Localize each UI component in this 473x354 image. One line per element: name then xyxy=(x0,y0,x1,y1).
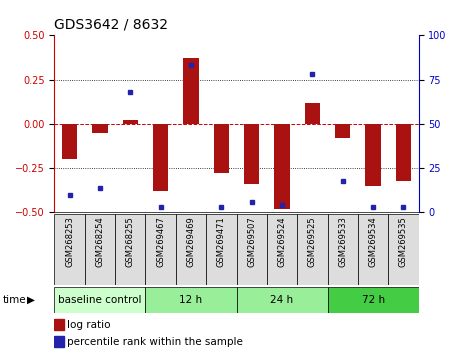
Text: GSM268253: GSM268253 xyxy=(65,216,74,267)
Text: GSM269507: GSM269507 xyxy=(247,216,256,267)
Text: log ratio: log ratio xyxy=(67,320,111,330)
Text: GDS3642 / 8632: GDS3642 / 8632 xyxy=(54,18,168,32)
Bar xyxy=(54,214,85,285)
Bar xyxy=(327,287,419,313)
Bar xyxy=(305,103,320,124)
Bar xyxy=(244,124,259,184)
Bar xyxy=(62,124,77,159)
Text: GSM269533: GSM269533 xyxy=(338,216,347,267)
Text: ▶: ▶ xyxy=(27,295,35,305)
Bar xyxy=(115,214,146,285)
Bar xyxy=(176,214,206,285)
Text: GSM269525: GSM269525 xyxy=(308,216,317,267)
Text: percentile rank within the sample: percentile rank within the sample xyxy=(67,337,243,347)
Bar xyxy=(236,287,327,313)
Bar xyxy=(327,214,358,285)
Text: GSM268255: GSM268255 xyxy=(126,216,135,267)
Text: GSM269469: GSM269469 xyxy=(186,216,195,267)
Text: baseline control: baseline control xyxy=(58,295,142,305)
Bar xyxy=(145,214,176,285)
Text: GSM269471: GSM269471 xyxy=(217,216,226,267)
Text: GSM269534: GSM269534 xyxy=(368,216,377,267)
Bar xyxy=(184,58,199,124)
Bar xyxy=(123,120,138,124)
Bar xyxy=(236,214,267,285)
Bar xyxy=(396,124,411,181)
Bar xyxy=(85,214,115,285)
Text: GSM268254: GSM268254 xyxy=(96,216,105,267)
Text: time: time xyxy=(2,295,26,305)
Text: GSM269535: GSM269535 xyxy=(399,216,408,267)
Text: GSM269524: GSM269524 xyxy=(278,216,287,267)
Bar xyxy=(366,124,381,186)
Bar xyxy=(54,287,146,313)
Bar xyxy=(214,124,229,173)
Bar xyxy=(274,124,289,209)
Text: 24 h: 24 h xyxy=(271,295,294,305)
Text: 72 h: 72 h xyxy=(361,295,385,305)
Bar xyxy=(54,336,63,347)
Bar xyxy=(92,124,107,133)
Bar xyxy=(358,214,388,285)
Text: GSM269467: GSM269467 xyxy=(156,216,165,267)
Bar xyxy=(335,124,350,138)
Bar xyxy=(267,214,297,285)
Bar xyxy=(388,214,419,285)
Bar xyxy=(297,214,327,285)
Bar xyxy=(145,287,236,313)
Bar xyxy=(54,319,63,330)
Bar xyxy=(206,214,236,285)
Text: 12 h: 12 h xyxy=(179,295,202,305)
Bar xyxy=(153,124,168,191)
